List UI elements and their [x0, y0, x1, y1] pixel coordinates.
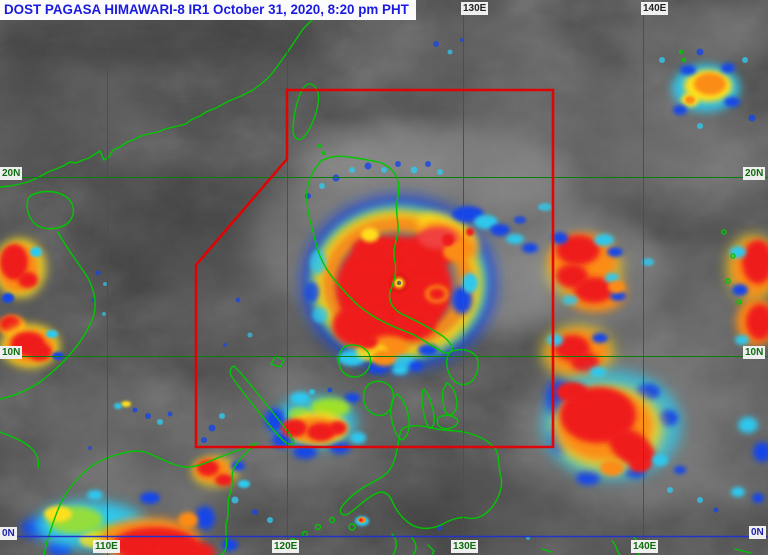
- grid-label-top-130e: 130E: [461, 2, 489, 15]
- grid-label-left-10n: 10N: [0, 346, 23, 359]
- coast-borneo-north: [43, 442, 258, 555]
- coast-leyte: [441, 382, 458, 416]
- coast-sulawesi: [391, 533, 397, 555]
- grid-label-right-0n: 0N: [749, 526, 766, 539]
- bottom-center-specks: [355, 516, 530, 540]
- bottom-left-band: [21, 401, 273, 555]
- visayas-cluster: [265, 387, 366, 459]
- grid-label-right-20n: 20N: [743, 167, 766, 180]
- coast-halmahera: [611, 540, 621, 555]
- right-center-cluster: [547, 232, 654, 312]
- right-edge-blobs: [726, 234, 768, 503]
- coast-mindoro: [338, 344, 372, 378]
- coast-negros: [390, 393, 410, 441]
- right-lower-cluster: [540, 324, 616, 380]
- par-boundary: [194, 88, 555, 449]
- coast-busuanga: [270, 355, 285, 368]
- coastlines: [0, 0, 752, 555]
- top-right-cluster: [659, 48, 756, 129]
- coast-palawan: [229, 365, 295, 446]
- coast-bohol: [436, 414, 459, 430]
- coast-indochina-south: [0, 431, 40, 469]
- grid-label-bottom-140e: 140E: [631, 540, 659, 553]
- image-title-bar: DOST PAGASA HIMAWARI-8 IR1 October 31, 2…: [0, 0, 416, 20]
- coast-samar: [446, 348, 479, 386]
- coast-mindanao: [339, 425, 503, 530]
- coast-china: [0, 0, 335, 188]
- coast-luzon: [306, 155, 453, 354]
- coast-hainan: [26, 190, 75, 230]
- grid-label-right-10n: 10N: [743, 346, 766, 359]
- coast-vietnam: [0, 231, 96, 400]
- grid-label-bottom-110e: 110E: [93, 540, 120, 553]
- coast-panay: [362, 380, 395, 417]
- image-title: DOST PAGASA HIMAWARI-8 IR1 October 31, 2…: [4, 2, 409, 17]
- grid-label-top-140e: 140E: [641, 2, 669, 15]
- coast-borneo-east: [220, 442, 258, 555]
- grid-label-left-0n: 0N: [0, 527, 17, 540]
- island-marianas: [721, 229, 727, 235]
- grid-label-bottom-130e: 130E: [451, 540, 479, 553]
- grid-label-left-20n: 20N: [0, 167, 23, 180]
- grid-label-bottom-120e: 120E: [272, 540, 300, 553]
